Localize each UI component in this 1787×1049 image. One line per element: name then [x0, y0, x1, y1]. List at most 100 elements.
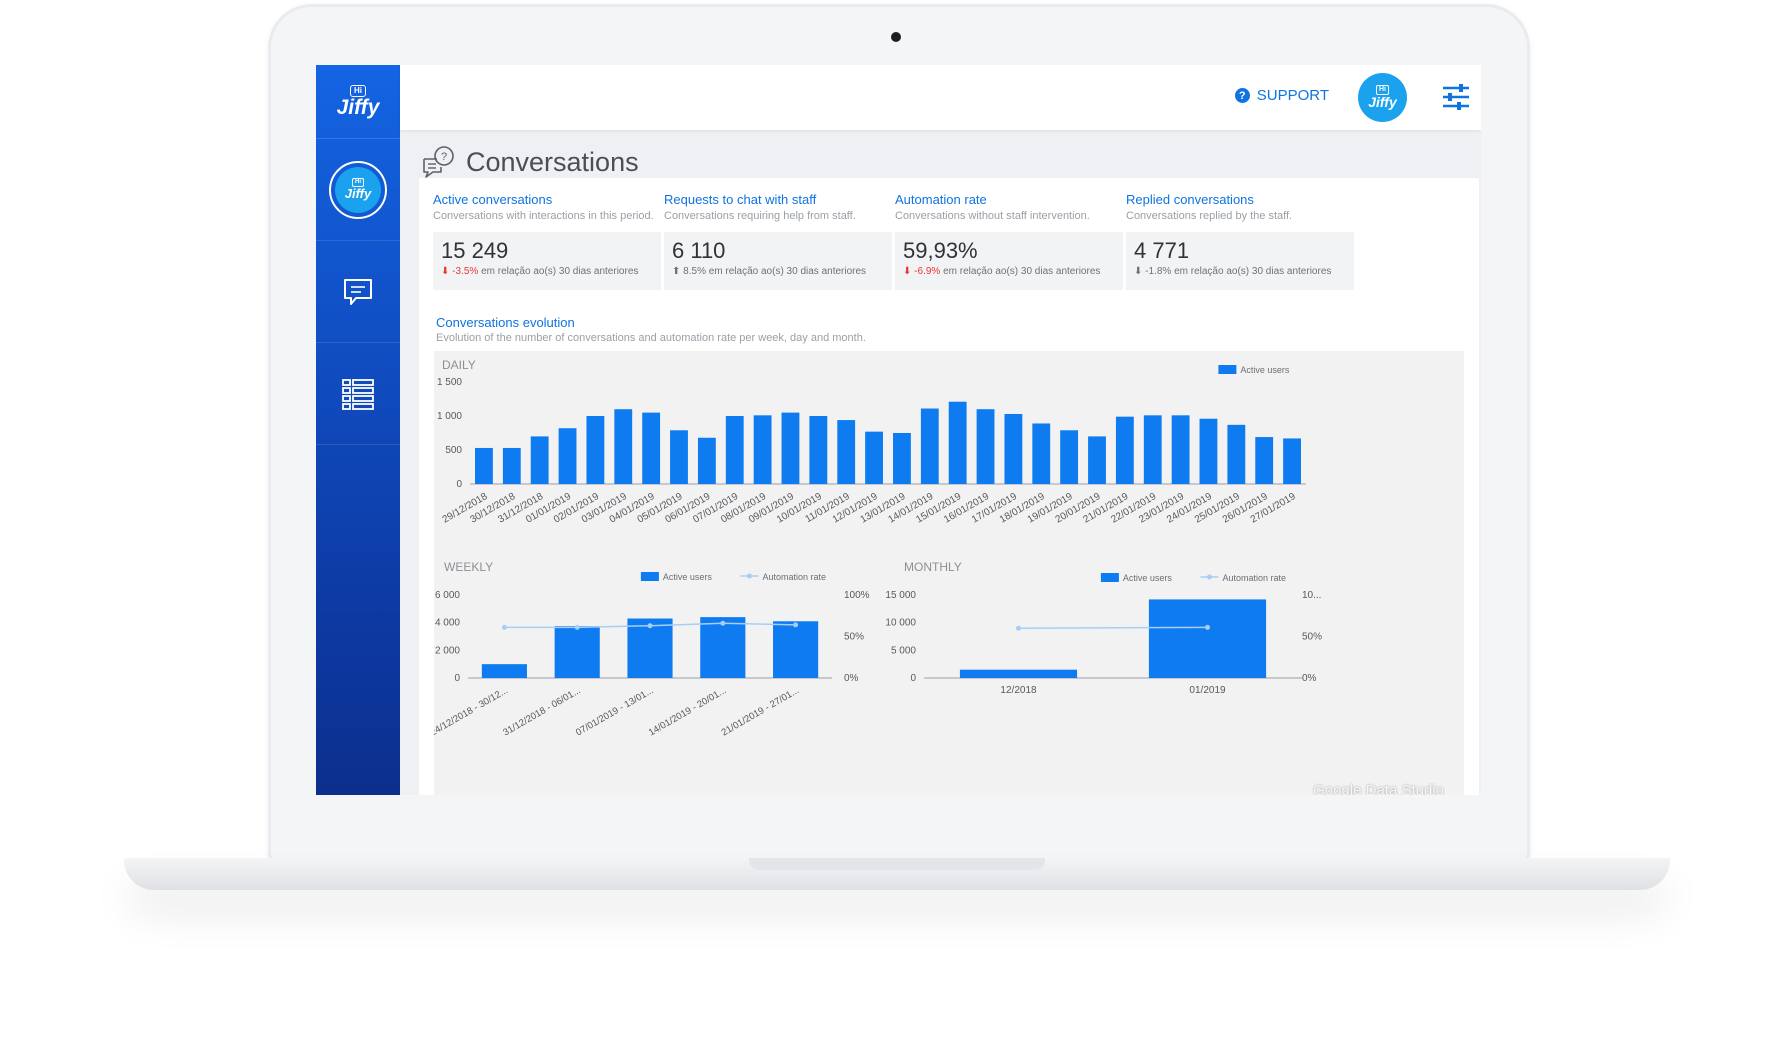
avatar-brand: Jiffy — [344, 186, 372, 201]
chart-bar — [1060, 430, 1079, 484]
laptop-base — [124, 858, 1670, 890]
chart-bar — [781, 412, 800, 484]
kpi-automation-rate[interactable]: Automation rate Conversations without st… — [895, 192, 1123, 290]
chart-bar — [1199, 418, 1218, 484]
y2-tick-label: 50% — [844, 632, 864, 643]
sidebar: Hi Jiffy Hi Jiffy — [316, 65, 400, 795]
automation-rate-point — [720, 620, 726, 626]
y-tick-label: 1 500 — [437, 377, 462, 388]
chart-title: MONTHLY — [904, 560, 962, 574]
x-tick-label: 12/2018 — [1000, 685, 1037, 696]
support-label: SUPPORT — [1256, 87, 1329, 104]
arrow-up-icon: ⬆ — [672, 266, 681, 277]
arrow-down-icon: ⬇ — [903, 266, 912, 277]
y2-tick-label: 0% — [844, 673, 859, 684]
chart-bar — [1004, 413, 1023, 484]
chart-bar — [1148, 599, 1267, 678]
help-circle-icon: ? — [1234, 88, 1250, 103]
profile-avatar: Hi Jiffy — [329, 160, 387, 219]
conversation-question-icon: ? — [423, 146, 454, 178]
x-tick-label: 31/12/2018 - 06/01... — [501, 685, 582, 738]
kpi-delta-suffix: em relação ao(s) 30 dias anteriores — [1171, 266, 1332, 277]
camera-icon — [891, 32, 901, 42]
legend-swatch-bar — [640, 572, 659, 581]
y2-tick-label: 100% — [844, 590, 870, 601]
kpi-delta: ⬇ -3.5% em relação ao(s) 30 dias anterio… — [441, 266, 653, 277]
y-tick-label: 0 — [910, 673, 916, 684]
kpi-active-conversations[interactable]: Active conversations Conversations with … — [433, 192, 661, 290]
kpi-title: Requests to chat with staff — [664, 192, 817, 207]
user-avatar[interactable]: Hi Jiffy — [1358, 73, 1407, 122]
automation-rate-point — [647, 623, 653, 629]
kpi-delta-value: -1.8% — [1145, 266, 1172, 277]
report-card: Active conversations Conversations with … — [419, 178, 1479, 795]
logo-brand: Jiffy — [336, 95, 380, 119]
kpi-value: 15 249 — [441, 238, 509, 263]
chart-bar — [1227, 424, 1246, 484]
chart-title: WEEKLY — [444, 560, 493, 574]
chart-bar — [976, 409, 995, 484]
y-tick-label: 10 000 — [885, 618, 916, 629]
x-tick-label: 07/01/2019 - 13/01... — [574, 685, 655, 738]
logo-hi-badge: Hi — [350, 84, 366, 97]
chart-bar — [530, 436, 549, 484]
chart-bar — [586, 416, 605, 484]
chart-bar — [1255, 437, 1274, 484]
topbar: ? SUPPORT Hi Jiffy — [400, 65, 1481, 130]
kpi-title: Automation rate — [895, 192, 987, 207]
chart-bar — [837, 420, 856, 484]
kpi-box: 4 771 ⬇ -1.8% em relação ao(s) 30 dias a… — [1126, 232, 1354, 290]
arrow-down-icon: ⬇ — [1134, 266, 1143, 277]
x-tick-label: 24/12/2018 - 30/12... — [434, 685, 510, 738]
app-screen: Hi Jiffy Hi Jiffy — [316, 65, 1481, 795]
sidebar-item-profile[interactable]: Hi Jiffy — [316, 139, 400, 241]
legend-label: Automation rate — [1223, 573, 1287, 583]
kpi-delta-value: -3.5% — [452, 266, 479, 277]
y-tick-label: 1 000 — [437, 411, 462, 422]
jiffy-logo[interactable]: Hi Jiffy — [316, 65, 400, 139]
chart-bar — [1032, 423, 1051, 484]
support-link[interactable]: ? SUPPORT — [1234, 87, 1329, 104]
automation-rate-point — [1205, 624, 1210, 630]
chart-bar — [475, 447, 493, 484]
kpi-requests-staff[interactable]: Requests to chat with staff Conversation… — [664, 192, 892, 290]
chart-bar — [753, 415, 772, 484]
legend-swatch-dot — [1207, 574, 1212, 580]
kpi-delta-suffix: em relação ao(s) 30 dias anteriores — [940, 266, 1101, 277]
kpi-box: 6 110 ⬆ 8.5% em relação ao(s) 30 dias an… — [664, 232, 892, 290]
user-avatar-brand: Jiffy — [1368, 94, 1397, 110]
avatar-logo: Hi Jiffy — [335, 166, 381, 213]
evolution-description: Evolution of the number of conversations… — [436, 332, 866, 344]
kpi-delta: ⬇ -6.9% em relação ao(s) 30 dias anterio… — [903, 266, 1115, 277]
kpi-value: 59,93% — [903, 238, 978, 263]
chart-bar — [642, 412, 661, 484]
sidebar-item-conversations[interactable] — [316, 241, 400, 343]
y-tick-label: 0 — [456, 479, 462, 490]
kpi-delta: ⬆ 8.5% em relação ao(s) 30 dias anterior… — [672, 266, 884, 277]
y-tick-label: 500 — [445, 445, 462, 456]
automation-rate-point — [501, 624, 507, 630]
page-title: Conversations — [466, 146, 639, 177]
arrow-down-icon: ⬇ — [441, 266, 450, 277]
kpi-description: Conversations with interactions in this … — [433, 210, 654, 222]
kpi-description: Conversations without staff intervention… — [895, 210, 1090, 222]
y2-tick-label: 50% — [1302, 632, 1322, 643]
chart-bar — [1115, 416, 1134, 484]
chart-bar — [893, 433, 911, 484]
legend-swatch-bar — [1100, 573, 1119, 582]
legend-label: Automation rate — [763, 572, 827, 582]
kpi-box: 15 249 ⬇ -3.5% em relação ao(s) 30 dias … — [433, 232, 661, 290]
chart-bar — [920, 408, 939, 484]
sidebar-item-list[interactable] — [316, 343, 400, 445]
list-icon — [342, 378, 374, 410]
kpi-description: Conversations requiring help from staff. — [664, 210, 856, 222]
chart-bar — [809, 416, 828, 484]
legend-label: Active users — [1240, 365, 1290, 375]
chart-bar — [554, 626, 600, 678]
x-tick-label: 14/01/2019 - 20/01... — [647, 685, 728, 738]
kpi-replied-conversations[interactable]: Replied conversations Conversations repl… — [1126, 192, 1354, 290]
settings-sliders-icon[interactable] — [1441, 83, 1471, 111]
automation-rate-point — [793, 622, 799, 628]
svg-text:?: ? — [441, 151, 447, 163]
automation-rate-point — [1016, 625, 1021, 631]
